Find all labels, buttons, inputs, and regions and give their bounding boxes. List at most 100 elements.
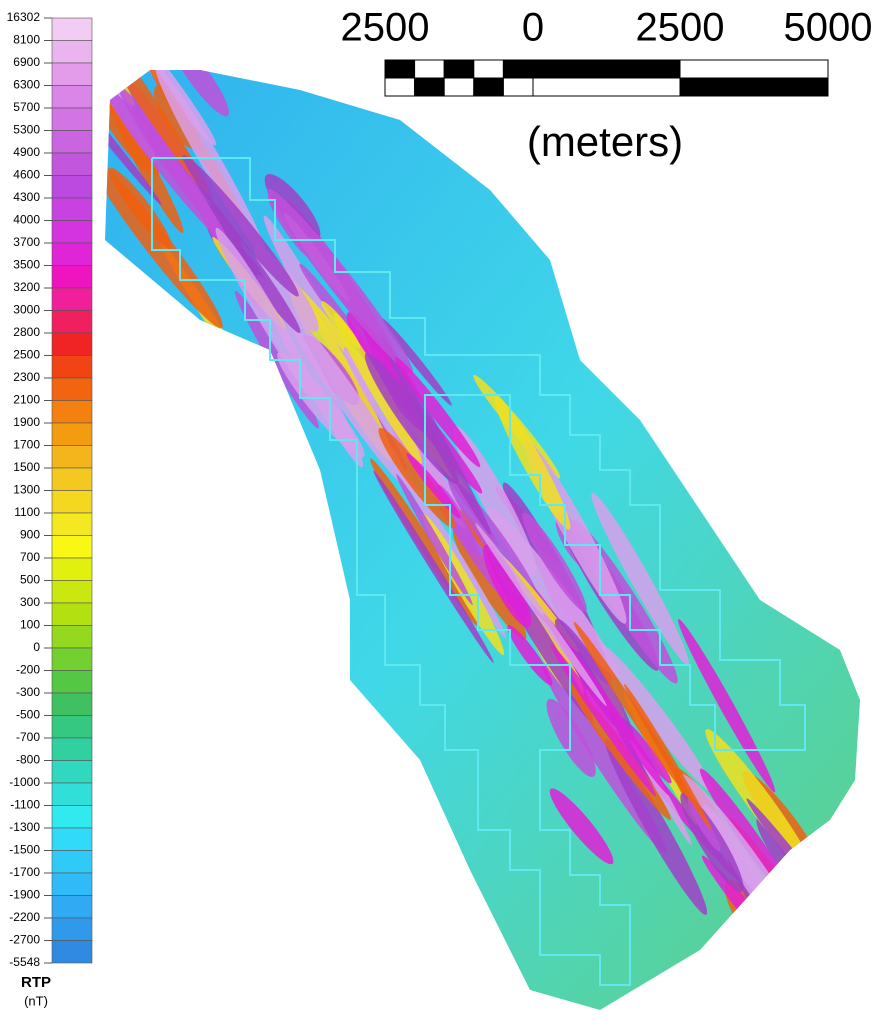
legend-swatch: [52, 513, 92, 536]
legend-label: -1000: [9, 775, 40, 789]
legend-label: -1300: [9, 820, 40, 834]
legend-swatch: [52, 873, 92, 896]
legend-swatch: [52, 738, 92, 761]
legend-swatch: [52, 468, 92, 491]
scale-segment: [503, 78, 533, 96]
scale-segment: [415, 78, 445, 96]
legend-label: -2200: [9, 910, 40, 924]
legend-label: 3000: [13, 303, 40, 317]
legend-swatch: [52, 446, 92, 469]
legend-label: 4900: [13, 145, 40, 159]
legend-label: 1900: [13, 415, 40, 429]
legend-swatch: [52, 806, 92, 829]
legend: 1630281006900630057005300490046004300400…: [7, 10, 92, 969]
legend-swatch: [52, 918, 92, 941]
legend-label: 2800: [13, 325, 40, 339]
legend-label: 2300: [13, 370, 40, 384]
legend-label: 4300: [13, 190, 40, 204]
legend-swatch: [52, 491, 92, 514]
scale-label: 2500: [341, 6, 430, 50]
legend-swatch: [52, 63, 92, 86]
legend-label: -1900: [9, 888, 40, 902]
legend-label: -300: [16, 685, 40, 699]
map-view: 2500 0 2500 5000 (meters) 16302810069006…: [0, 0, 881, 1020]
rtp-map: [46, 0, 870, 1020]
legend-label: 300: [20, 595, 40, 609]
legend-swatch: [52, 536, 92, 559]
legend-swatch: [52, 828, 92, 851]
legend-swatch: [52, 131, 92, 154]
scale-unit: (meters): [527, 118, 683, 165]
legend-swatch: [52, 198, 92, 221]
legend-swatch: [52, 851, 92, 874]
legend-label: 3200: [13, 280, 40, 294]
scale-label: 5000: [784, 6, 873, 50]
legend-swatch: [52, 221, 92, 244]
legend-swatch: [52, 761, 92, 784]
legend-label: 5300: [13, 123, 40, 137]
legend-swatch: [52, 716, 92, 739]
legend-swatch: [52, 693, 92, 716]
scale-bar: [385, 60, 828, 96]
legend-label: -200: [16, 663, 40, 677]
legend-label: -1100: [10, 798, 40, 812]
legend-label: 4000: [13, 213, 40, 227]
legend-swatch: [52, 176, 92, 199]
page: 2500 0 2500 5000 (meters) 16302810069006…: [0, 0, 881, 1020]
legend-swatch: [52, 941, 92, 964]
legend-swatch: [52, 378, 92, 401]
legend-title: RTP: [21, 974, 51, 991]
legend-label: 3500: [13, 258, 40, 272]
legend-label: -800: [16, 753, 40, 767]
legend-label: 6300: [13, 78, 40, 92]
scale-segment: [503, 60, 533, 78]
scale-segment: [680, 60, 828, 78]
scale-segment: [474, 78, 504, 96]
legend-label: 700: [20, 550, 40, 564]
legend-unit: (nT): [24, 993, 48, 1008]
scale-segment: [415, 60, 445, 78]
legend-swatch: [52, 581, 92, 604]
legend-label: 1700: [13, 438, 40, 452]
legend-label: 1100: [14, 505, 40, 519]
legend-swatch: [52, 671, 92, 694]
legend-label: 5700: [13, 100, 40, 114]
legend-label: -1700: [9, 865, 40, 879]
legend-swatch: [52, 266, 92, 289]
legend-swatch: [52, 356, 92, 379]
legend-label: 100: [20, 618, 40, 632]
scale-segment: [680, 78, 828, 96]
legend-swatch: [52, 648, 92, 671]
scale-label: 2500: [636, 6, 725, 50]
legend-swatch: [52, 288, 92, 311]
legend-label: 1500: [13, 460, 40, 474]
scale-segment: [444, 60, 474, 78]
scale-segment: [474, 60, 504, 78]
legend-swatch: [52, 86, 92, 109]
legend-label: -2700: [9, 933, 40, 947]
scale-segment: [533, 60, 680, 78]
legend-label: 4600: [13, 168, 40, 182]
legend-label: 2100: [13, 393, 40, 407]
legend-label: -500: [16, 708, 40, 722]
legend-label: 8100: [13, 33, 40, 47]
legend-swatch: [52, 153, 92, 176]
legend-swatch: [52, 108, 92, 131]
legend-label: 1300: [13, 483, 40, 497]
legend-swatch: [52, 311, 92, 334]
legend-label: -700: [16, 730, 40, 744]
legend-swatch: [52, 626, 92, 649]
legend-swatch: [52, 603, 92, 626]
legend-label: -5548: [9, 955, 40, 969]
legend-swatch: [52, 423, 92, 446]
legend-swatch: [52, 783, 92, 806]
legend-label: 2500: [13, 348, 40, 362]
legend-label: 6900: [13, 55, 40, 69]
legend-swatch: [52, 896, 92, 919]
legend-label: 500: [20, 573, 40, 587]
legend-swatch: [52, 18, 92, 41]
scale-label: 0: [522, 6, 544, 50]
legend-swatch: [52, 333, 92, 356]
legend-swatch: [52, 41, 92, 64]
legend-swatch: [52, 401, 92, 424]
